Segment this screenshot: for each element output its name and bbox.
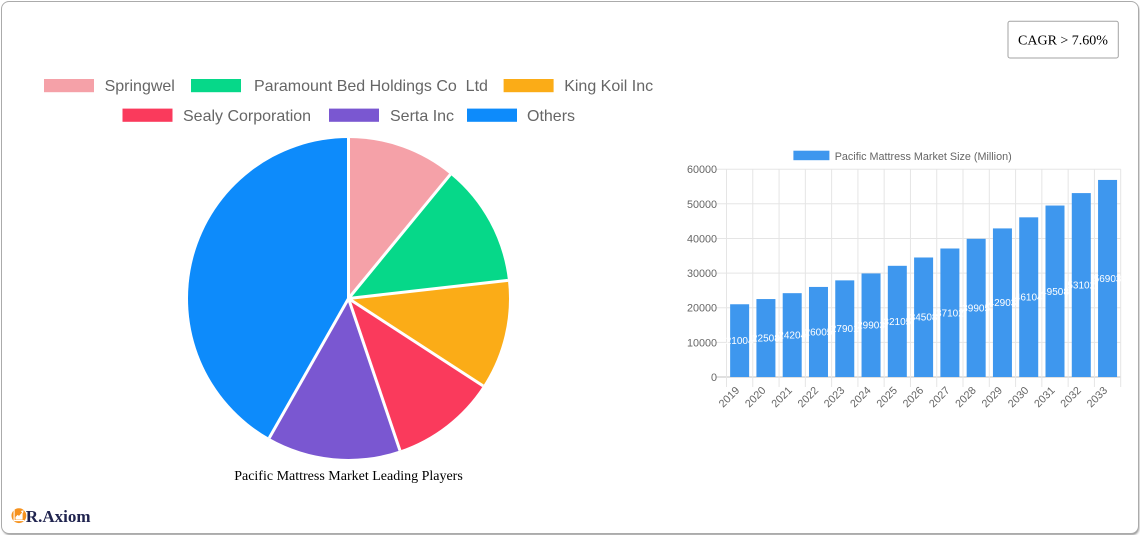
svg-text:2024: 2024 <box>848 385 873 410</box>
svg-text:50000: 50000 <box>687 199 717 211</box>
svg-text:2025: 2025 <box>874 385 899 410</box>
svg-text:Paramount Bed Holdings Co Ltd: Paramount Bed Holdings Co Ltd <box>254 78 488 95</box>
svg-text:22508: 22508 <box>752 334 780 345</box>
svg-text:2019: 2019 <box>717 385 742 410</box>
svg-text:Sealy Corporation: Sealy Corporation <box>183 108 311 125</box>
svg-text:40000: 40000 <box>687 234 717 246</box>
svg-text:2028: 2028 <box>953 385 978 410</box>
svg-text:29903: 29903 <box>857 321 885 332</box>
svg-text:2020: 2020 <box>743 385 768 410</box>
svg-text:60000: 60000 <box>687 164 717 176</box>
svg-text:34508: 34508 <box>910 313 938 324</box>
svg-text:2031: 2031 <box>1032 385 1057 410</box>
svg-text:21004: 21004 <box>726 336 754 347</box>
svg-text:39905: 39905 <box>962 303 990 314</box>
svg-text:24204: 24204 <box>778 331 806 342</box>
svg-text:2021: 2021 <box>769 385 794 410</box>
svg-text:CAGR > 7.60%: CAGR > 7.60% <box>1018 34 1108 49</box>
svg-text:2023: 2023 <box>822 385 847 410</box>
svg-text:10000: 10000 <box>687 337 717 349</box>
svg-text:0: 0 <box>711 372 717 384</box>
svg-text:2032: 2032 <box>1058 385 1083 410</box>
svg-text:20000: 20000 <box>687 303 717 315</box>
svg-text:Serta Inc: Serta Inc <box>390 108 454 125</box>
svg-text:R.Axiom: R.Axiom <box>26 507 91 526</box>
svg-text:53102: 53102 <box>1067 281 1095 292</box>
svg-text:46104: 46104 <box>1015 293 1043 304</box>
svg-text:Others: Others <box>527 108 575 125</box>
svg-text:2022: 2022 <box>796 385 821 410</box>
svg-text:49508: 49508 <box>1041 287 1069 298</box>
svg-text:42903: 42903 <box>989 298 1017 309</box>
svg-text:2026: 2026 <box>901 385 926 410</box>
svg-text:2027: 2027 <box>927 385 952 410</box>
svg-text:2033: 2033 <box>1085 385 1110 410</box>
svg-text:Pacific Mattress Market Leadin: Pacific Mattress Market Leading Players <box>234 469 463 484</box>
svg-text:30000: 30000 <box>687 268 717 280</box>
svg-text:2029: 2029 <box>980 385 1005 410</box>
svg-text:37102: 37102 <box>936 308 964 319</box>
svg-text:56903: 56903 <box>1094 274 1122 285</box>
svg-text:27901: 27901 <box>831 324 859 335</box>
svg-text:King Koil Inc: King Koil Inc <box>564 78 653 95</box>
svg-text:Springwel: Springwel <box>105 78 175 95</box>
svg-text:2030: 2030 <box>1006 385 1031 410</box>
svg-text:32105: 32105 <box>883 317 911 328</box>
svg-text:Pacific Mattress Market Size (: Pacific Mattress Market Size (Million) <box>835 151 1012 163</box>
svg-text:26005: 26005 <box>805 327 833 338</box>
